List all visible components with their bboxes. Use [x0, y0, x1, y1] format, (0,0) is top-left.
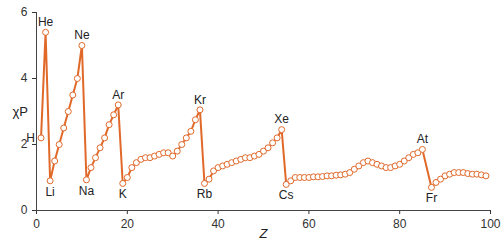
svg-text:0: 0 [21, 203, 28, 217]
svg-text:0: 0 [33, 217, 40, 231]
svg-text:20: 20 [121, 217, 135, 231]
svg-text:4: 4 [21, 71, 28, 85]
svg-text:Z: Z [259, 226, 269, 241]
svg-text:Cs: Cs [279, 188, 294, 202]
svg-text:Na: Na [79, 184, 95, 198]
svg-text:Ar: Ar [112, 88, 124, 102]
svg-text:100: 100 [480, 217, 500, 231]
svg-text:Fr: Fr [426, 191, 437, 205]
svg-text:Rb: Rb [197, 187, 213, 201]
svg-text:K: K [119, 187, 127, 201]
svg-text:Xe: Xe [274, 112, 289, 126]
svg-text:60: 60 [302, 217, 316, 231]
svg-text:80: 80 [393, 217, 407, 231]
svg-text:Kr: Kr [194, 93, 206, 107]
svg-text:χP: χP [13, 104, 29, 119]
svg-text:H: H [26, 131, 35, 145]
svg-text:He: He [38, 15, 54, 29]
svg-text:6: 6 [21, 5, 28, 19]
svg-text:40: 40 [211, 217, 225, 231]
svg-text:Li: Li [45, 185, 54, 199]
svg-text:At: At [417, 132, 429, 146]
svg-text:Ne: Ne [74, 28, 90, 42]
svg-text:2: 2 [20, 137, 28, 152]
